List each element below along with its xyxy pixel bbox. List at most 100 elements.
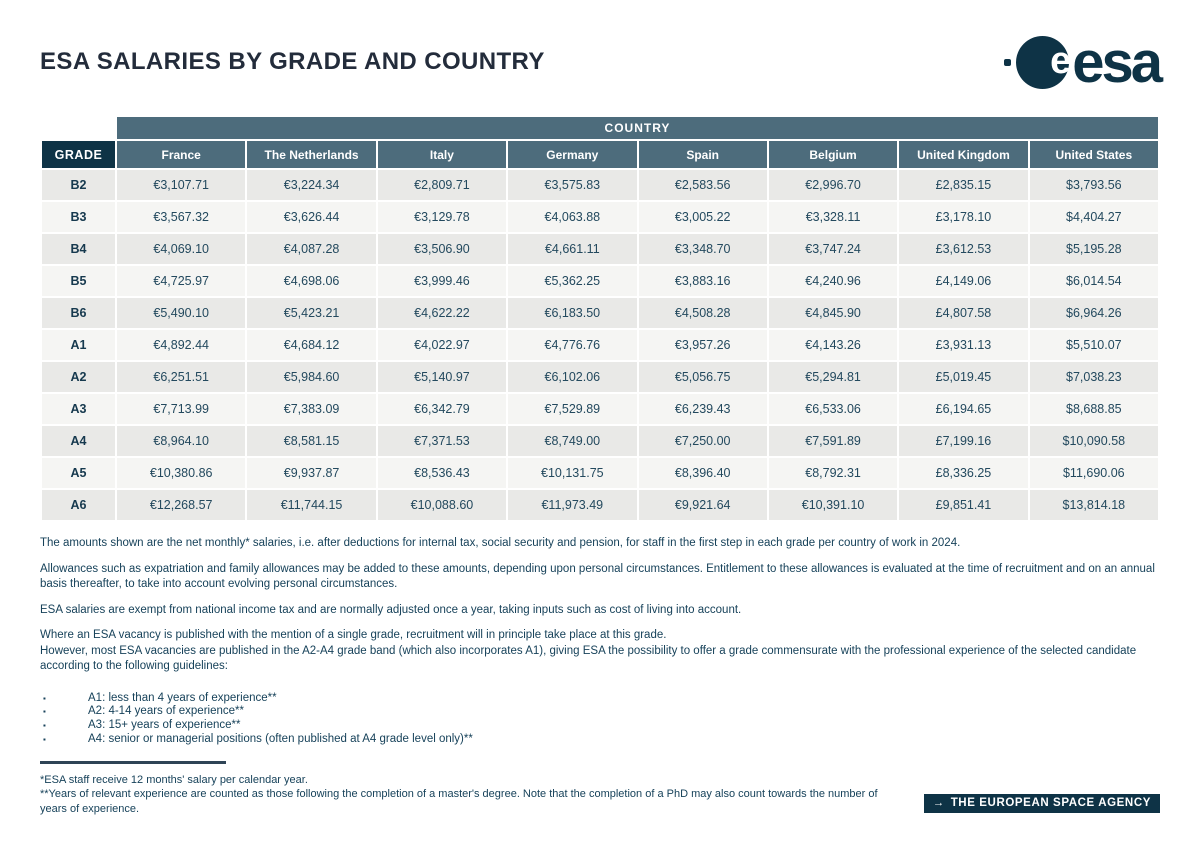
note-grade-band-line2: However, most ESA vacancies are publishe… [40, 644, 1137, 673]
footnotes-section: *ESA staff receive 12 months' salary per… [40, 760, 900, 817]
salary-cell: $11,690.06 [1029, 458, 1158, 488]
salary-cell: £4,807.58 [899, 298, 1028, 328]
salary-cell: €8,792.31 [768, 458, 898, 488]
salary-cell: $13,814.18 [1029, 490, 1158, 520]
guideline-item: ▪ A3: 15+ years of experience** [40, 719, 1162, 733]
salary-table: COUNTRY GRADE France The Netherlands Italy… [40, 115, 1160, 522]
salary-cell: €4,022.97 [377, 330, 507, 360]
salary-cell: €11,973.49 [508, 490, 637, 520]
salary-cell: €11,744.15 [247, 490, 376, 520]
experience-guidelines-list: ▪ A1: less than 4 years of experience** ▪ A… [40, 692, 1162, 747]
salary-cell: €3,506.90 [377, 234, 507, 264]
salary-cell: £8,336.25 [899, 458, 1028, 488]
column-header-row: GRADE France The Netherlands Italy Germany S… [42, 141, 1158, 168]
salary-cell: €7,371.53 [377, 426, 507, 456]
salary-cell: €4,698.06 [247, 266, 376, 296]
salary-cell: €4,845.90 [768, 298, 898, 328]
salary-cell: €6,239.43 [638, 394, 767, 424]
esa-logo: e esa [1004, 30, 1163, 95]
grade-cell: A2 [42, 362, 115, 392]
salary-cell: €10,391.10 [768, 490, 898, 520]
grade-column-header: GRADE [42, 141, 115, 168]
salary-cell: €3,883.16 [638, 266, 767, 296]
salary-cell: €5,490.10 [117, 298, 246, 328]
salary-cell: €2,809.71 [377, 170, 507, 200]
salary-cell: €10,131.75 [508, 458, 637, 488]
guideline-text: A2: 4-14 years of experience** [88, 705, 244, 718]
salary-cell: €3,224.34 [247, 170, 376, 200]
salary-cell: $6,964.26 [1029, 298, 1158, 328]
salary-cell: €2,996.70 [768, 170, 898, 200]
salary-cell: €3,626.44 [247, 202, 376, 232]
salary-cell: $4,404.27 [1029, 202, 1158, 232]
salary-cell: £6,194.65 [899, 394, 1028, 424]
salary-cell: £5,019.45 [899, 362, 1028, 392]
salary-cell: €8,396.40 [638, 458, 767, 488]
arrow-icon: → [932, 797, 945, 809]
salary-cell: €6,251.51 [117, 362, 246, 392]
salary-cell: €2,583.56 [638, 170, 767, 200]
note-tax-exempt: ESA salaries are exempt from national in… [40, 603, 742, 616]
salary-cell: €7,383.09 [247, 394, 376, 424]
salary-cell: €5,362.25 [508, 266, 637, 296]
salary-cell: $3,793.56 [1029, 170, 1158, 200]
salary-cell: £3,178.10 [899, 202, 1028, 232]
guideline-item: ▪ A4: senior or managerial positions (oft… [40, 733, 1162, 747]
salary-cell: $10,090.58 [1029, 426, 1158, 456]
esa-wordmark: esa [1072, 30, 1163, 95]
table-row: B2 €3,107.71 €3,224.34 €2,809.71 €3,575.83 €2… [42, 170, 1158, 200]
salary-cell: £3,931.13 [899, 330, 1028, 360]
salary-cell: €12,268.57 [117, 490, 246, 520]
logo-letter-e: e [1050, 39, 1072, 82]
table-row: A4 €8,964.10 €8,581.15 €7,371.53 €8,749.00 €7… [42, 426, 1158, 456]
salary-cell: £3,612.53 [899, 234, 1028, 264]
salary-cell: €6,533.06 [768, 394, 898, 424]
salary-cell: €8,536.43 [377, 458, 507, 488]
banner-spacer [42, 117, 115, 139]
grade-cell: B5 [42, 266, 115, 296]
country-header: United States [1029, 141, 1158, 168]
logo-dot-icon [1004, 59, 1012, 66]
page-header: ESA SALARIES BY GRADE AND COUNTRY e esa [40, 0, 1163, 95]
guideline-text: A1: less than 4 years of experience** [88, 691, 277, 704]
grade-cell: A3 [42, 394, 115, 424]
salary-cell: €10,088.60 [377, 490, 507, 520]
salary-cell: €3,957.26 [638, 330, 767, 360]
salary-cell: €5,056.75 [638, 362, 767, 392]
note-grade-band-line1: Where an ESA vacancy is published with t… [40, 629, 667, 641]
salary-cell: €4,725.97 [117, 266, 246, 296]
bullet-icon: ▪ [43, 721, 46, 731]
salary-cell: €4,063.88 [508, 202, 637, 232]
footnote-salary-months: *ESA staff receive 12 months' salary per… [40, 773, 308, 786]
grade-cell: B3 [42, 202, 115, 232]
grade-cell: B4 [42, 234, 115, 264]
salary-cell: $5,195.28 [1029, 234, 1158, 264]
salary-cell: €9,921.64 [638, 490, 767, 520]
country-header: France [117, 141, 246, 168]
table-row: A5 €10,380.86 €9,937.87 €8,536.43 €10,131.75… [42, 458, 1158, 488]
table-row: B6 €5,490.10 €5,423.21 €4,622.22 €6,183.50 €4… [42, 298, 1158, 328]
salary-cell: €3,328.11 [768, 202, 898, 232]
salary-cell: €10,380.86 [117, 458, 246, 488]
salary-cell: €4,087.28 [247, 234, 376, 264]
country-header: Belgium [768, 141, 898, 168]
table-row: A1 €4,892.44 €4,684.12 €4,022.97 €4,776.76 €3… [42, 330, 1158, 360]
table-row: B3 €3,567.32 €3,626.44 €3,129.78 €4,063.88 €3… [42, 202, 1158, 232]
salary-cell: €3,348.70 [638, 234, 767, 264]
note-net-monthly: The amounts shown are the net monthly* s… [40, 537, 961, 549]
salary-cell: €3,567.32 [117, 202, 246, 232]
esa-tagline-badge: → THE EUROPEAN SPACE AGENCY [923, 794, 1160, 813]
grade-cell: B2 [42, 170, 115, 200]
salary-cell: €4,240.96 [768, 266, 898, 296]
esa-globe-icon: e [1016, 36, 1072, 89]
salary-cell: €4,684.12 [247, 330, 376, 360]
salary-cell: €3,999.46 [377, 266, 507, 296]
salary-cell: €3,747.24 [768, 234, 898, 264]
country-header: Germany [508, 141, 637, 168]
table-row: A3 €7,713.99 €7,383.09 €6,342.79 €7,529.89 €6… [42, 394, 1158, 424]
guideline-text: A4: senior or managerial positions (ofte… [88, 732, 473, 745]
salary-cell: $6,014.54 [1029, 266, 1158, 296]
salary-cell: €9,937.87 [247, 458, 376, 488]
country-header: The Netherlands [247, 141, 376, 168]
